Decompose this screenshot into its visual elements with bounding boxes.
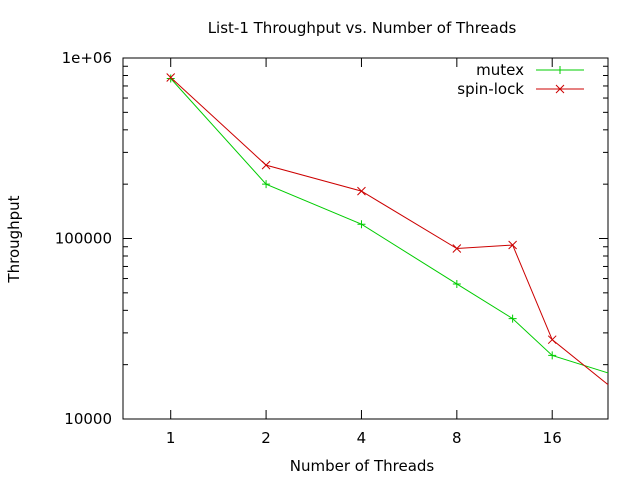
series-layer <box>166 73 609 386</box>
y-tick-label: 1e+06 <box>62 49 112 67</box>
x-tick-label: 8 <box>452 429 462 447</box>
data-point-spin-lock <box>357 186 366 196</box>
x-tick-label: 2 <box>261 429 271 447</box>
y-axis-label: Throughput <box>5 195 23 283</box>
x-tick-label: 1 <box>166 429 176 447</box>
axis-ticks: 1 2 4 8 16 10000 100000 1e+06 <box>55 49 608 447</box>
data-point-spin-lock <box>166 73 176 82</box>
data-point-mutex <box>262 180 271 189</box>
series-line-mutex <box>170 78 609 374</box>
data-point-mutex <box>357 220 366 229</box>
legend-marker-spin-lock <box>555 84 565 94</box>
legend-marker-mutex <box>556 66 564 74</box>
legend-label-mutex: mutex <box>476 61 524 79</box>
x-tick-label: 4 <box>357 429 367 447</box>
x-axis-label: Number of Threads <box>290 457 435 475</box>
chart-title: List-1 Throughput vs. Number of Threads <box>208 19 517 37</box>
legend-label-spin-lock: spin-lock <box>457 80 524 98</box>
series-line-spin-lock <box>170 77 609 386</box>
data-point-spin-lock <box>452 244 462 253</box>
data-point-spin-lock <box>508 240 517 250</box>
y-tick-label: 10000 <box>64 410 112 428</box>
data-point-mutex <box>452 279 461 288</box>
data-point-mutex <box>548 351 557 360</box>
data-point-spin-lock <box>547 335 557 345</box>
y-tick-label: 100000 <box>55 230 112 248</box>
plot-frame <box>122 57 609 420</box>
x-tick-label: 16 <box>543 429 562 447</box>
data-point-spin-lock <box>261 160 271 170</box>
data-point-mutex <box>166 74 175 83</box>
data-point-mutex <box>508 314 517 323</box>
